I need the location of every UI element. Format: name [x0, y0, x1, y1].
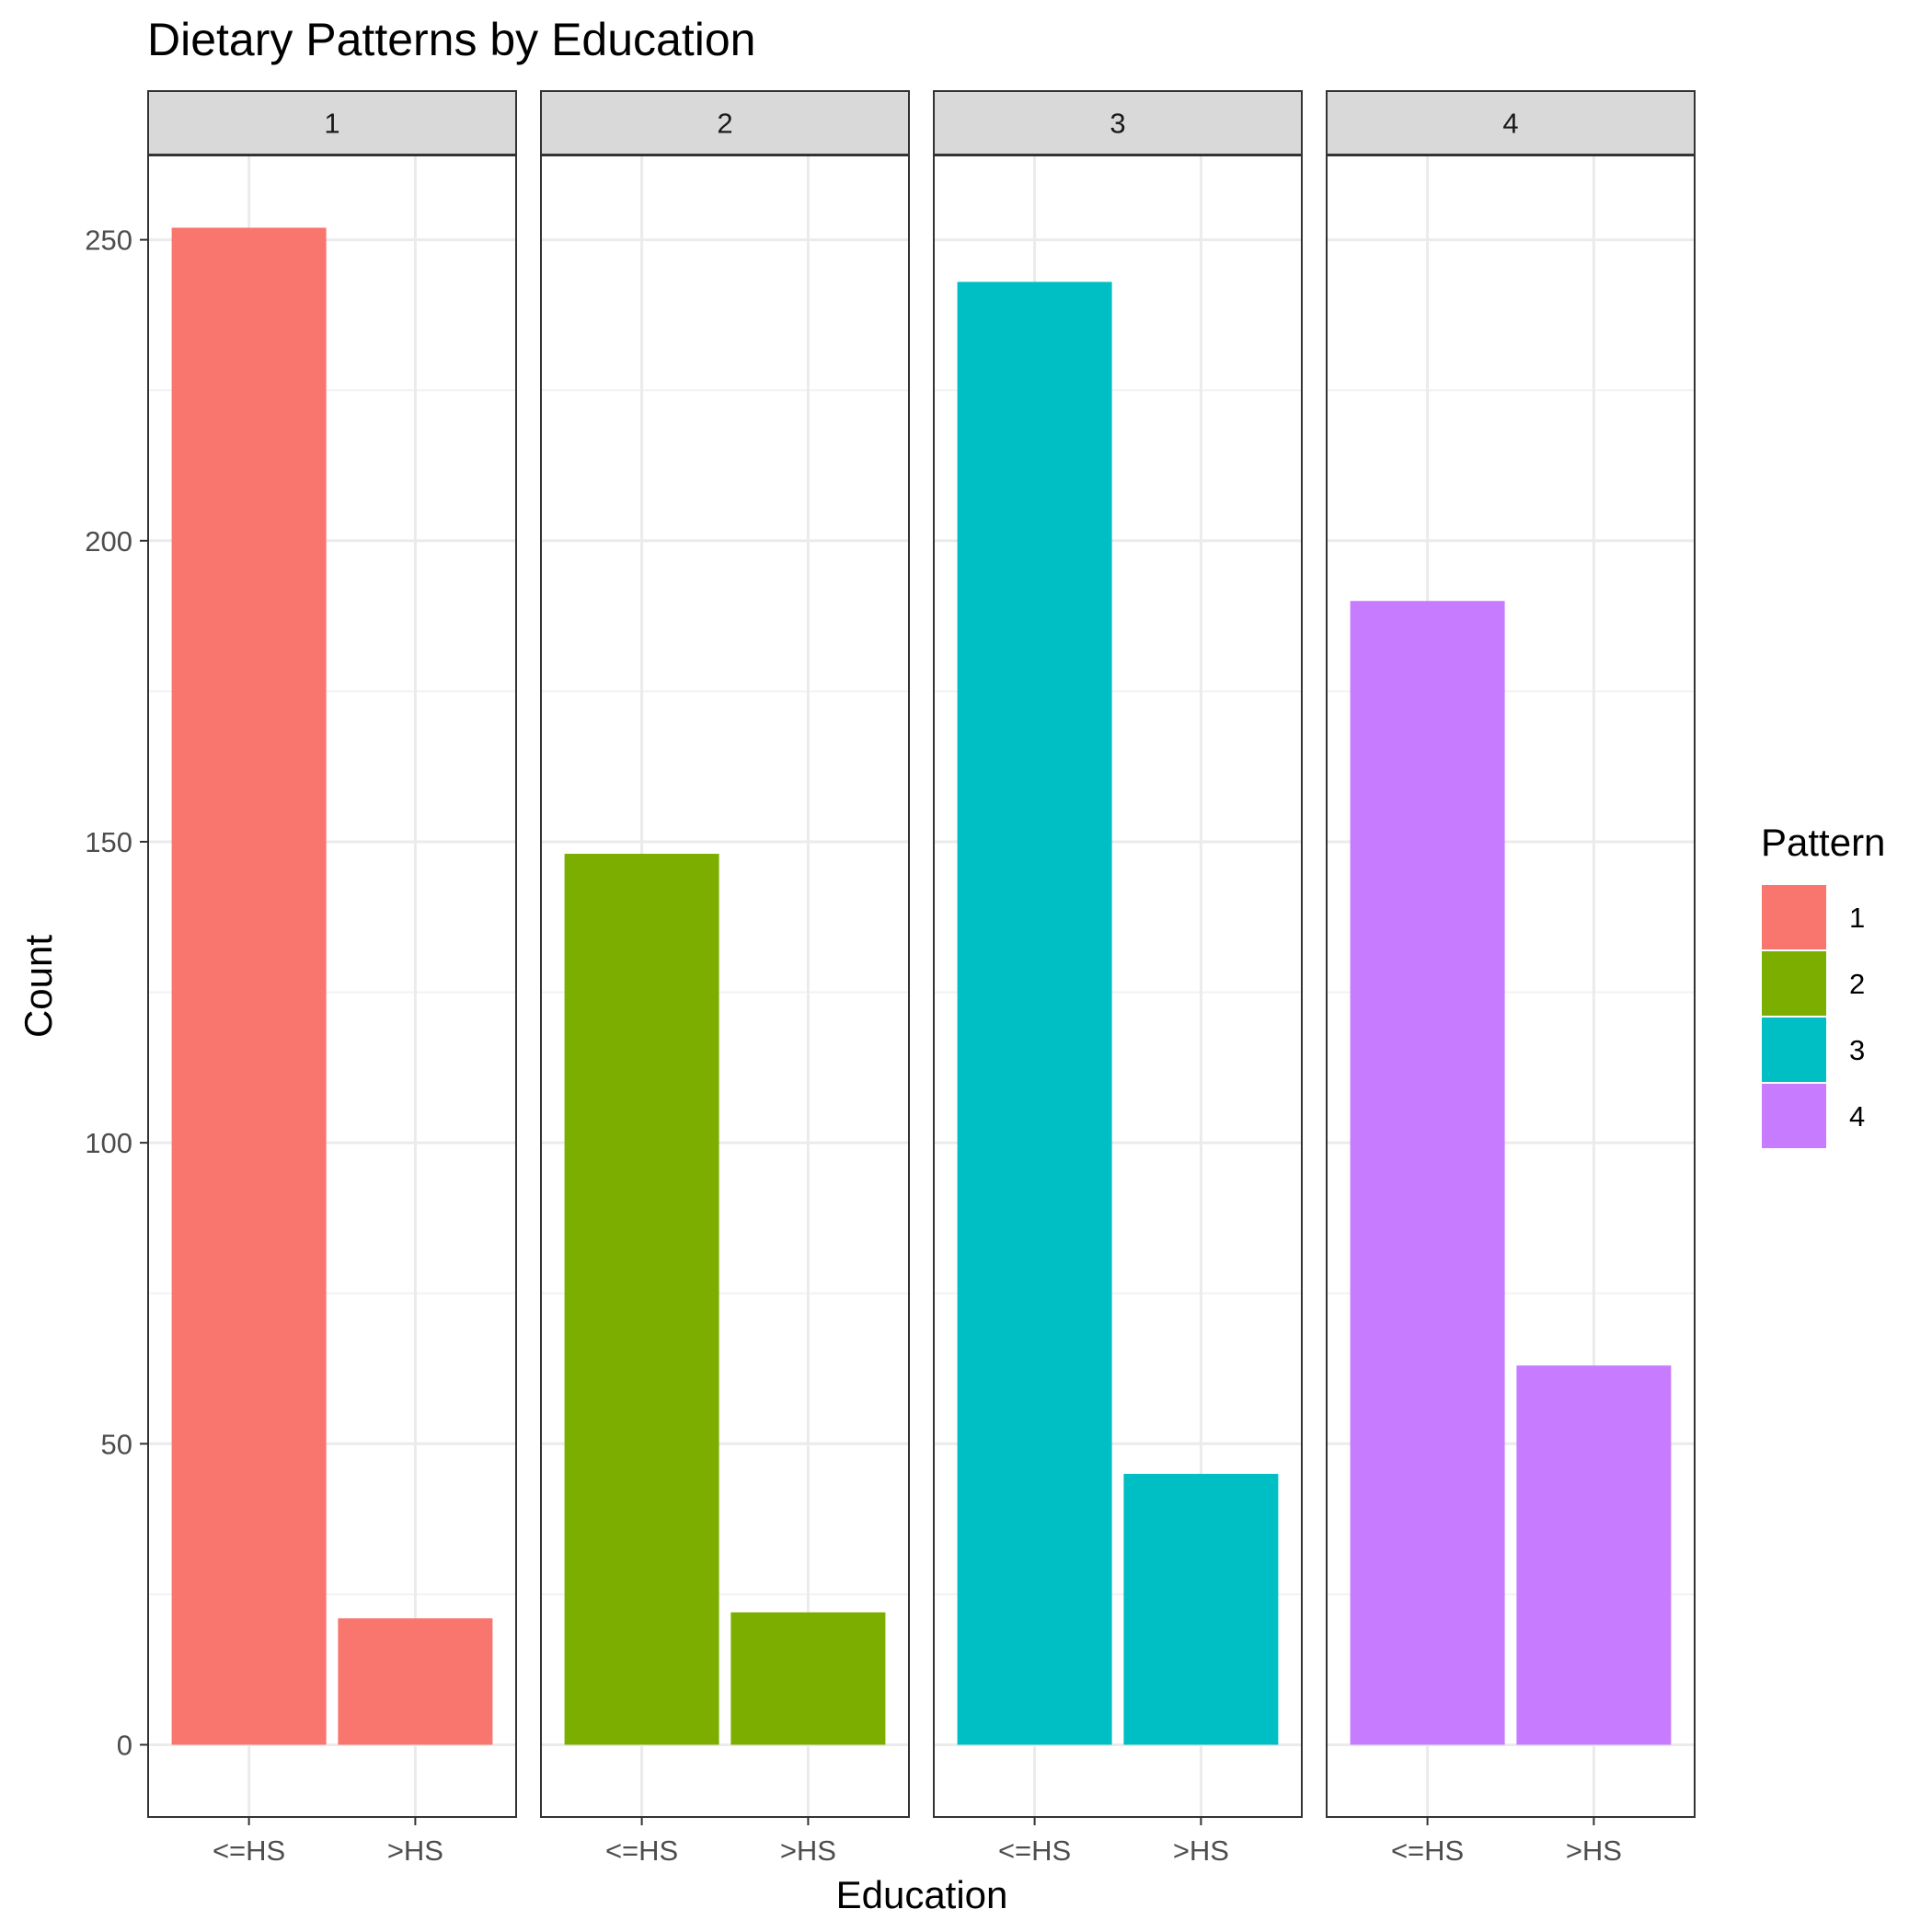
- legend-item-1: 1: [1762, 885, 1865, 949]
- legend-key: [1762, 1018, 1826, 1082]
- y-tick-label: 0: [117, 1729, 132, 1761]
- y-tick-label: 200: [85, 525, 132, 558]
- facet-strip: [933, 90, 1303, 155]
- legend-label: 2: [1849, 968, 1865, 1000]
- x-tick-label: >HS: [1173, 1834, 1229, 1867]
- chart-title: Dietary Patterns by Education: [147, 14, 755, 65]
- facet-panel-2: 2 <=HS >HS: [540, 90, 910, 1867]
- x-tick-label: <=HS: [605, 1834, 678, 1867]
- x-tick-label: >HS: [387, 1834, 443, 1867]
- facet-panel-1: 1 <=HS >HS: [147, 90, 517, 1867]
- facet-strip-label: 1: [324, 108, 339, 140]
- facet-panel-4: 4 <=HS >HS: [1326, 90, 1696, 1867]
- x-tick-label: >HS: [780, 1834, 836, 1867]
- facet-strip: [1326, 90, 1696, 155]
- legend: Pattern 1 2 3 4: [1761, 821, 1885, 1148]
- y-axis-title: Count: [17, 935, 60, 1038]
- legend-title: Pattern: [1761, 821, 1885, 864]
- legend-key: [1762, 885, 1826, 949]
- bar-pattern-3-le-hs: [957, 282, 1112, 1745]
- legend-key: [1762, 951, 1826, 1016]
- legend-item-2: 2: [1762, 951, 1865, 1016]
- legend-key: [1762, 1084, 1826, 1148]
- legend-items: 1 2 3 4: [1762, 885, 1865, 1148]
- facet-strip: [540, 90, 910, 155]
- facet-strip: [147, 90, 517, 155]
- y-axis: 0 50 100 150 200 250: [85, 224, 148, 1761]
- facet-strip-label: 3: [1110, 108, 1125, 140]
- y-tick-label: 250: [85, 224, 132, 257]
- legend-item-3: 3: [1762, 1018, 1865, 1082]
- facet-strip-label: 2: [717, 108, 732, 140]
- bar-pattern-4-gt-hs: [1516, 1365, 1672, 1745]
- legend-label: 1: [1849, 902, 1865, 934]
- x-tick-label: <=HS: [998, 1834, 1071, 1867]
- legend-label: 4: [1849, 1100, 1865, 1133]
- facet-strip-label: 4: [1502, 108, 1518, 140]
- y-tick-label: 100: [85, 1127, 132, 1159]
- x-tick-label: <=HS: [213, 1834, 285, 1867]
- y-tick-label: 150: [85, 826, 132, 858]
- y-tick-label: 50: [101, 1428, 132, 1460]
- facet-panel-3: 3 <=HS >HS: [933, 90, 1303, 1867]
- legend-label: 3: [1849, 1034, 1865, 1066]
- bar-pattern-3-gt-hs: [1123, 1474, 1279, 1745]
- bar-pattern-2-gt-hs: [730, 1612, 886, 1745]
- legend-item-4: 4: [1762, 1084, 1865, 1148]
- x-tick-label: <=HS: [1391, 1834, 1464, 1867]
- x-axis-title: Education: [836, 1873, 1008, 1916]
- facet-panels: 1 <=HS >HS 2 <=HS >HS 3 <=HS >HS 4 <=HS >HS: [147, 90, 1696, 1867]
- bar-pattern-4-le-hs: [1350, 601, 1505, 1745]
- x-tick-label: >HS: [1566, 1834, 1622, 1867]
- bar-pattern-2-le-hs: [564, 854, 719, 1745]
- bar-pattern-1-gt-hs: [338, 1618, 493, 1745]
- bar-pattern-1-le-hs: [171, 227, 327, 1745]
